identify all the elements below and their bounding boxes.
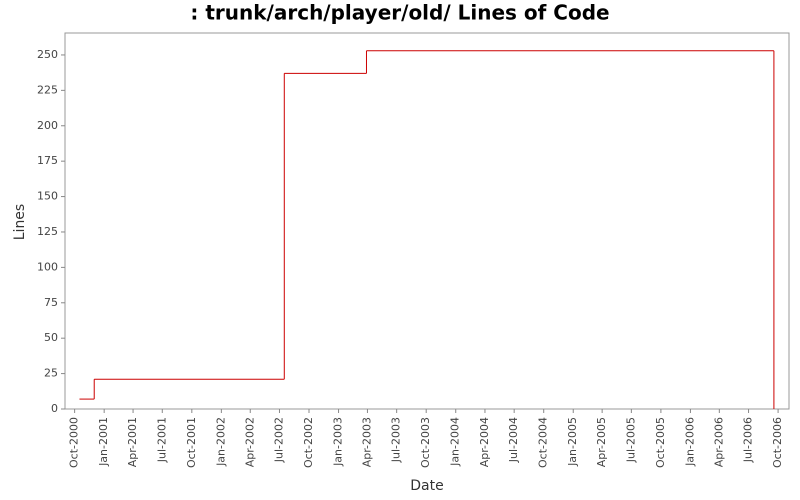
x-tick-label: Jan-2002 <box>214 417 227 467</box>
x-tick-label: Oct-2004 <box>537 417 550 468</box>
plot-area <box>64 32 790 410</box>
y-axis-label: Lines <box>12 204 28 240</box>
chart-title: : trunk/arch/player/old/ Lines of Code <box>190 1 609 25</box>
y-tick-label: 225 <box>37 83 58 96</box>
x-tick-label: Apr-2004 <box>478 417 491 467</box>
y-tick-label: 125 <box>37 225 58 238</box>
x-tick-label: Jan-2005 <box>566 417 579 467</box>
x-tick-label: Oct-2002 <box>302 417 315 468</box>
x-tick-label: Oct-2000 <box>68 417 81 468</box>
x-tick-label: Apr-2006 <box>712 417 725 467</box>
x-tick-label: Jul-2004 <box>507 417 520 463</box>
x-tick-label: Oct-2006 <box>771 417 784 468</box>
y-tick-label: 25 <box>44 367 58 380</box>
y-tick-label: 150 <box>37 190 58 203</box>
y-tick-label: 0 <box>51 402 58 415</box>
x-tick-label: Oct-2001 <box>185 417 198 468</box>
x-tick-label: Jul-2001 <box>155 417 168 463</box>
x-tick-label: Apr-2003 <box>360 417 373 467</box>
x-tick-label: Jan-2006 <box>683 417 696 467</box>
x-tick-label: Apr-2002 <box>243 417 256 467</box>
x-tick-label: Jul-2002 <box>272 417 285 463</box>
x-tick-label: Jul-2003 <box>390 417 403 463</box>
x-tick-label: Apr-2001 <box>126 417 139 467</box>
x-tick-label: Oct-2005 <box>654 417 667 468</box>
x-tick-label: Jan-2001 <box>97 417 110 467</box>
y-tick-label: 50 <box>44 331 58 344</box>
y-tick-label: 175 <box>37 154 58 167</box>
x-tick-label: Jan-2003 <box>332 417 345 467</box>
x-tick-label: Jul-2006 <box>742 417 755 463</box>
x-tick-label: Apr-2005 <box>595 417 608 467</box>
y-tick-label: 200 <box>37 119 58 132</box>
x-tick-label: Oct-2003 <box>419 417 432 468</box>
x-tick-label: Jan-2004 <box>449 417 462 467</box>
x-axis-label: Date <box>410 478 443 494</box>
y-tick-label: 100 <box>37 260 58 273</box>
y-tick-label: 250 <box>37 48 58 61</box>
y-tick-label: 75 <box>44 296 58 309</box>
x-tick-label: Jul-2005 <box>624 417 637 463</box>
